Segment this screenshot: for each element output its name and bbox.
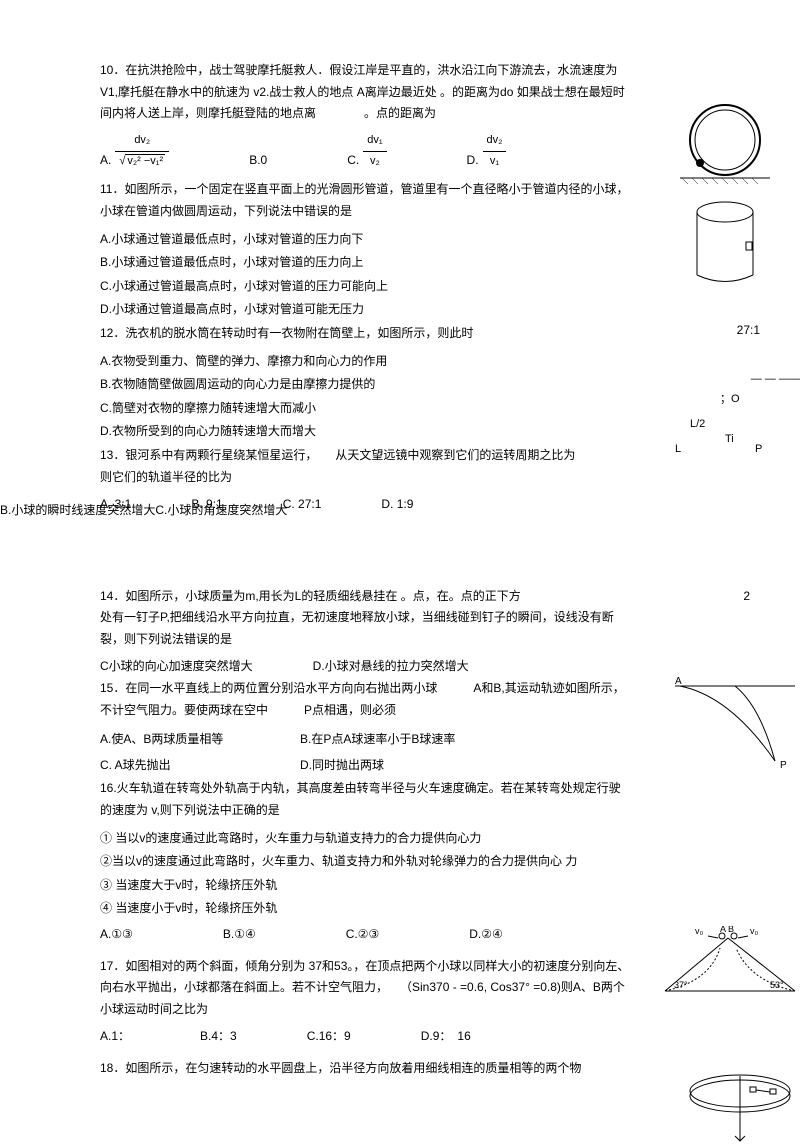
- svg-text:v₀: v₀: [750, 926, 759, 936]
- figure-pendulum-labels: — — ——m ；O L/2 Ti L P: [660, 370, 800, 470]
- q11-statements: A.小球通过管道最低点时，小球对管道的压力向下 B.小球通过管道最低点时，小球对…: [100, 229, 630, 321]
- q10-options: A. dv₂ √v₂² −v₁² B.0 C. dv₁ v₂ D. dv₂ v₁: [100, 131, 630, 172]
- question-11: 11．如图所示，一个固定在竖直平面上的光滑圆形管道，管道里有一个直径略小于管道内…: [100, 179, 630, 222]
- q13-text1: 13．银河系中有两颗行星绕某恒星运行， 从天文望远镜中观察到它们的运转周期之比为: [100, 448, 575, 462]
- q18-text: 18．如图所示，在匀速转动的水平圆盘上，沿半径方向放着用细线相连的质量相等的两个…: [100, 1061, 581, 1075]
- figure-cylinder: [690, 200, 760, 290]
- q12-text: 12．洗衣机的脱水筒在转动时有一衣物附在筒壁上，如图所示，则此时: [100, 326, 473, 340]
- svg-text:53°: 53°: [770, 980, 784, 990]
- question-13: 13．银河系中有两颗行星绕某恒星运行， 从天文望远镜中观察到它们的运转周期之比为…: [100, 445, 630, 488]
- q15-a: A.使A、B两球质量相等: [100, 729, 300, 751]
- q10-text: 10．在抗洪抢险中，战士驾驶摩托艇救人．假设江岸是平直的，洪水沿江向下游流去，水…: [100, 63, 625, 120]
- figure-trajectory: A P: [670, 676, 800, 776]
- q15-d: D.同时抛出两球: [300, 755, 500, 777]
- q16-s3: ③ 当速度大于v时，轮缘挤压外轨: [100, 875, 630, 897]
- q12-b: B.衣物随筒壁做圆周运动的向心力是由摩擦力提供的: [100, 374, 630, 396]
- q11-c: C.小球通过管道最高点时，小球对管道的压力可能向上: [100, 276, 630, 298]
- svg-text:A B: A B: [720, 926, 734, 934]
- q10-opt-c: C. dv₁ v₂: [347, 131, 386, 172]
- q13-side-ratio: 27:1: [737, 320, 760, 342]
- q12-a: A.衣物受到重力、筒壁的弹力、摩擦力和向心力的作用: [100, 351, 630, 373]
- question-14: 14．如图所示，小球质量为m,用长为L的轻质细线悬挂在 。点，在。点的正下方 2…: [100, 586, 630, 651]
- question-16: 16.火车轨道在转弯处外轨高于内轨，其高度差由转弯半径与火车速度确定。若在某转弯…: [100, 778, 630, 821]
- question-15: 15．在同一水平直线上的两位置分别沿水平方向向右抛出两小球 A和B,其运动轨迹如…: [100, 678, 630, 721]
- question-18: 18．如图所示，在匀速转动的水平圆盘上，沿半径方向放着用细线相连的质量相等的两个…: [100, 1058, 630, 1080]
- q13-c: C. 27:1: [283, 494, 322, 516]
- q14-cd: C小球的向心加速度突然增大 D.小球对悬线的拉力突然增大: [100, 656, 630, 678]
- q13-d: D. 1:9: [381, 494, 413, 516]
- q16-s1: ① 当以v的速度通过此弯路时，火车重力与轨道支持力的合力提供向心力: [100, 828, 630, 850]
- q16-statements: ① 当以v的速度通过此弯路时，火车重力与轨道支持力的合力提供向心力 ②当以v的速…: [100, 828, 630, 920]
- q16-s2: ②当以v的速度通过此弯路时，火车重力、轨道支持力和外轨对轮缘弹力的合力提供向心 …: [100, 851, 630, 873]
- q17-d: D.9： 16: [421, 1026, 471, 1048]
- q16-a: A.①③: [100, 924, 133, 946]
- q15-b: B.在P点A球速率小于B球速率: [300, 729, 500, 751]
- figure-ring: [680, 100, 770, 190]
- q11-text: 11．如图所示，一个固定在竖直平面上的光滑圆形管道，管道里有一个直径略小于管道内…: [100, 182, 628, 218]
- q17-c: C.16：9: [307, 1026, 351, 1048]
- q16-text: 16.火车轨道在转弯处外轨高于内轨，其高度差由转弯半径与火车速度确定。若在某转弯…: [100, 781, 621, 817]
- figure-disk: [680, 1066, 800, 1146]
- q14-c: C小球的向心加速度突然增大: [100, 656, 253, 678]
- q14-text2: 处有一钉子P,把细线沿水平方向拉直，无初速度地释放小球，当细线碰到钉子的瞬间，设…: [100, 610, 614, 646]
- svg-text:v₀: v₀: [695, 926, 704, 936]
- q17-a: A.1：: [100, 1026, 130, 1048]
- q10-opt-a: A. dv₂ √v₂² −v₁²: [100, 131, 169, 172]
- q17-text: 17．如图相对的两个斜面，倾角分别为 37和53。，在顶点把两个小球以同样大小的…: [100, 959, 629, 1016]
- q14-overflow: B.小球的瞬时线速度突然增大C.小球的角速度突然增大: [0, 500, 287, 522]
- q15-c: C. A球先抛出: [100, 755, 300, 777]
- q16-s4: ④ 当速度小于v时，轮缘挤压外轨: [100, 898, 630, 920]
- q11-d: D.小球通过管道最高点时，小球对管道可能无压力: [100, 299, 630, 321]
- q15-text: 15．在同一水平直线上的两位置分别沿水平方向向右抛出两小球 A和B,其运动轨迹如…: [100, 681, 625, 717]
- svg-text:A: A: [675, 676, 682, 687]
- q10-opt-d: D. dv₂ v₁: [467, 131, 507, 172]
- q12-c: C.筒壁对衣物的摩擦力随转速增大而减小: [100, 398, 630, 420]
- document-content: 10．在抗洪抢险中，战士驾驶摩托艇救人．假设江岸是平直的，洪水沿江向下游流去，水…: [0, 0, 650, 576]
- figure-inclines: v₀ A B v₀ 37° 53°: [660, 926, 800, 1001]
- q12-d: D.衣物所受到的向心力随转速增大而增大: [100, 421, 630, 443]
- q11-a: A.小球通过管道最低点时，小球对管道的压力向下: [100, 229, 630, 251]
- q16-options: A.①③ B.①④ C.②③ D.②④: [100, 924, 630, 946]
- q11-b: B.小球通过管道最低点时，小球对管道的压力向上: [100, 252, 630, 274]
- q16-c: C.②③: [346, 924, 380, 946]
- q10-opt-b: B.0: [249, 150, 267, 172]
- q14-d: D.小球对悬线的拉力突然增大: [313, 656, 469, 678]
- q17-options: A.1： B.4：3 C.16：9 D.9： 16: [100, 1026, 630, 1048]
- question-10: 10．在抗洪抢险中，战士驾驶摩托艇救人．假设江岸是平直的，洪水沿江向下游流去，水…: [100, 60, 630, 125]
- q15-options: A.使A、B两球质量相等 B.在P点A球速率小于B球速率 C. A球先抛出 D.…: [100, 727, 630, 778]
- q17-b: B.4：3: [200, 1026, 237, 1048]
- q13-text2: 则它们的轨道半径的比为: [100, 470, 232, 484]
- svg-text:P: P: [780, 760, 787, 771]
- q12-statements: A.衣物受到重力、筒壁的弹力、摩擦力和向心力的作用 B.衣物随筒壁做圆周运动的向…: [100, 351, 630, 443]
- svg-text:37°: 37°: [674, 980, 688, 990]
- q16-d: D.②④: [469, 924, 503, 946]
- label-two: 2: [743, 586, 750, 608]
- q14-text1: 14．如图所示，小球质量为m,用长为L的轻质细线悬挂在 。点，在。点的正下方: [100, 589, 521, 603]
- document-content-2: 14．如图所示，小球质量为m,用长为L的轻质细线悬挂在 。点，在。点的正下方 2…: [0, 576, 650, 1106]
- q16-b: B.①④: [223, 924, 256, 946]
- question-12: 12．洗衣机的脱水筒在转动时有一衣物附在筒壁上，如图所示，则此时: [100, 323, 630, 345]
- question-17: 17．如图相对的两个斜面，倾角分别为 37和53。，在顶点把两个小球以同样大小的…: [100, 956, 630, 1021]
